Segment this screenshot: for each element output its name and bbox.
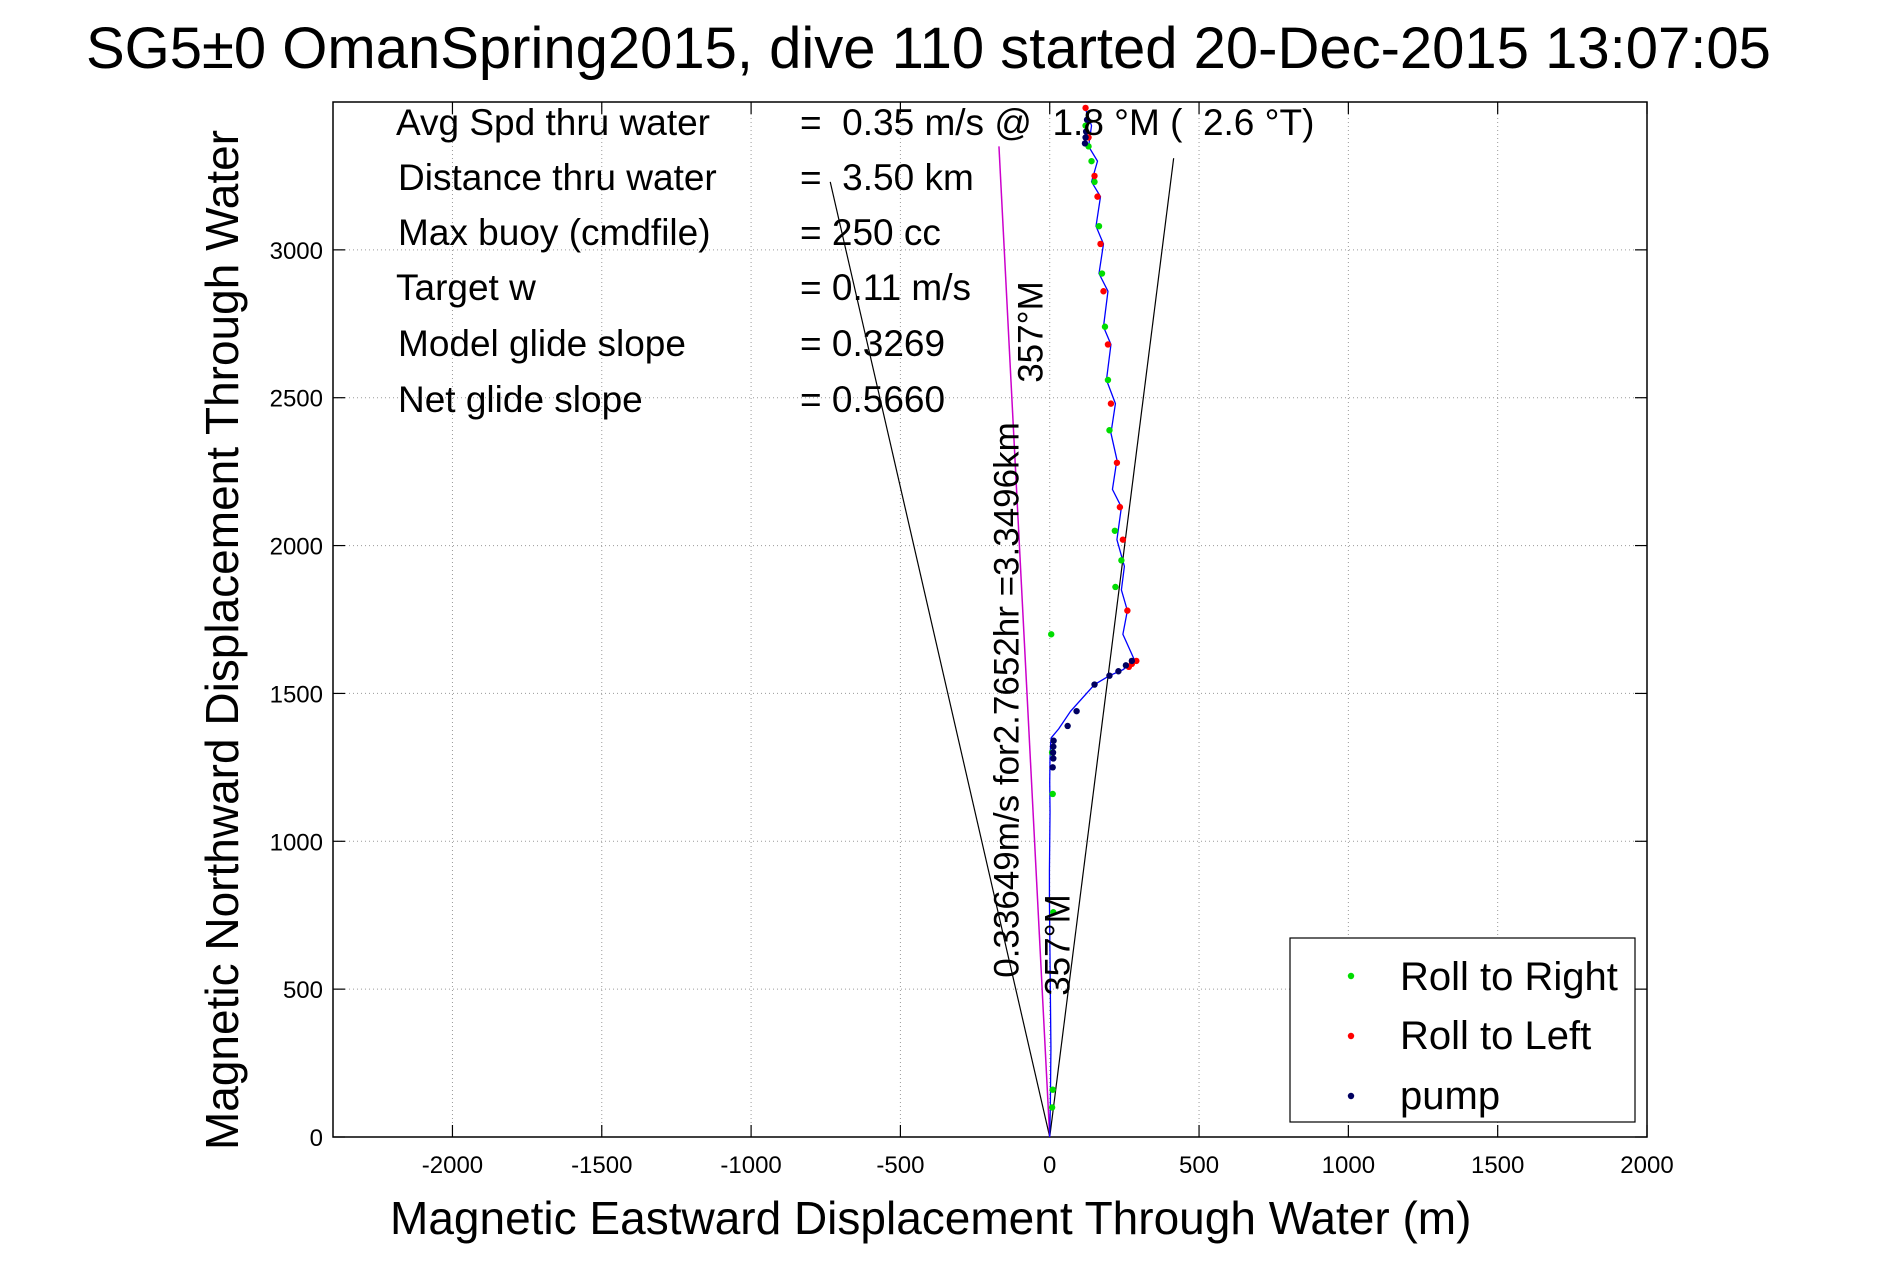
point-roll-to-right xyxy=(1091,178,1098,186)
point-roll-to-right xyxy=(1106,427,1113,434)
heading-line-magenta xyxy=(998,146,1051,1138)
point-roll-to-left xyxy=(1107,400,1115,407)
x-tick-label: -500 xyxy=(876,1152,924,1179)
y-tick-label: 0 xyxy=(310,1125,323,1152)
point-pump xyxy=(1128,657,1136,665)
point-pump xyxy=(1081,140,1089,147)
legend-box xyxy=(1289,937,1636,1123)
point-pump xyxy=(1122,662,1130,669)
point-pump xyxy=(1115,668,1122,675)
point-roll-to-right xyxy=(1048,631,1055,638)
point-roll-to-left xyxy=(1097,240,1104,248)
point-roll-to-left xyxy=(1094,193,1101,200)
stat-distance-label: Distance thru water xyxy=(398,157,717,198)
point-roll-to-right xyxy=(1049,1086,1056,1093)
point-roll-to-right xyxy=(1101,323,1109,330)
stat-net-glide-label: Net glide slope xyxy=(398,379,643,420)
x-tick-label: 1000 xyxy=(1322,1152,1375,1179)
point-roll-to-left xyxy=(1116,503,1124,511)
point-roll-to-right xyxy=(1112,583,1119,591)
y-axis-label: Magnetic Northward Displacement Through … xyxy=(196,129,248,1151)
y-tick-label: 1000 xyxy=(270,829,323,856)
point-roll-to-left xyxy=(1119,536,1127,543)
point-roll-to-left xyxy=(1104,341,1112,348)
point-roll-to-right xyxy=(1048,1104,1056,1111)
stat-distance-value: = 3.50 km xyxy=(800,157,974,198)
x-tick-label: 1500 xyxy=(1471,1152,1524,1179)
stat-target-w-value: = 0.11 m/s xyxy=(800,267,972,308)
point-pump xyxy=(1082,134,1089,141)
point-pump xyxy=(1091,681,1098,688)
point-pump xyxy=(1050,737,1057,744)
y-tick-label: 500 xyxy=(283,977,323,1004)
legend-label-roll-right: Roll to Right xyxy=(1400,955,1618,999)
point-roll-to-left xyxy=(1113,459,1121,466)
y-tick-label: 3000 xyxy=(270,238,323,265)
point-pump xyxy=(1106,672,1113,679)
point-roll-to-right xyxy=(1098,270,1106,277)
point-roll-to-right xyxy=(1082,122,1089,129)
point-pump xyxy=(1049,749,1057,756)
point-roll-to-right xyxy=(1104,376,1112,384)
speed-annotation: 0.33649m/s for2.7652hr =3.3496km xyxy=(987,422,1027,978)
x-axis-label: Magnetic Eastward Displacement Through W… xyxy=(390,1192,1472,1244)
point-pump xyxy=(1049,764,1056,771)
x-tick-label: -1500 xyxy=(571,1152,632,1179)
y-tick-label: 2000 xyxy=(270,534,323,561)
point-roll-to-left xyxy=(1100,288,1107,295)
point-pump xyxy=(1082,128,1090,135)
heading-annotation-top: 357°M xyxy=(1011,281,1051,383)
track-line xyxy=(1048,107,1136,1138)
stat-avg-speed-label: Avg Spd thru water xyxy=(396,102,710,143)
point-pump xyxy=(1064,722,1071,730)
legend-marker-pump xyxy=(1347,1092,1355,1100)
heading-annotation-bottom: 357°M xyxy=(1038,894,1078,996)
x-tick-label: 2000 xyxy=(1620,1152,1673,1179)
point-roll-to-right xyxy=(1088,157,1095,165)
x-tick-label: -1000 xyxy=(720,1152,781,1179)
y-tick-label: 2500 xyxy=(270,386,323,413)
spread-line-left xyxy=(829,181,1051,1138)
point-pump xyxy=(1050,743,1057,750)
point-roll-to-left xyxy=(1124,607,1131,614)
axes-frame xyxy=(332,101,1648,1138)
legend-label-pump: pump xyxy=(1400,1074,1501,1118)
legend-label-roll-left: Roll to Left xyxy=(1400,1014,1592,1058)
point-pump xyxy=(1050,755,1057,762)
point-roll-to-right xyxy=(1049,790,1056,798)
point-roll-to-left xyxy=(1082,104,1089,112)
point-roll-to-right xyxy=(1095,223,1103,230)
chart-title: SG5±0 OmanSpring2015, dive 110 started 2… xyxy=(86,16,1771,81)
spread-line-right xyxy=(1049,158,1175,1138)
point-pump xyxy=(1083,116,1091,123)
x-tick-label: -2000 xyxy=(422,1152,483,1179)
point-roll-to-left xyxy=(1091,172,1098,180)
stat-model-glide-value: = 0.3269 xyxy=(800,323,946,364)
point-pump xyxy=(1073,707,1080,715)
legend-marker-roll-to-right xyxy=(1347,972,1355,980)
legend-marker-roll-to-left xyxy=(1347,1032,1355,1040)
point-roll-to-right xyxy=(1111,527,1119,534)
x-tick-label: 0 xyxy=(1043,1152,1056,1179)
stat-model-glide-label: Model glide slope xyxy=(398,323,686,364)
point-roll-to-right xyxy=(1050,909,1057,916)
stat-max-buoy-value: = 250 cc xyxy=(800,212,941,253)
stat-target-w-label: Target w xyxy=(396,267,536,308)
y-tick-label: 1500 xyxy=(270,681,323,708)
stat-net-glide-value: = 0.5660 xyxy=(800,379,946,420)
x-tick-label: 500 xyxy=(1179,1152,1219,1179)
stat-avg-speed-value: = 0.35 m/s @ 1.8 °M ( 2.6 °T) xyxy=(800,102,1315,143)
point-roll-to-right xyxy=(1118,557,1125,564)
stat-max-buoy-label: Max buoy (cmdfile) xyxy=(398,212,711,253)
